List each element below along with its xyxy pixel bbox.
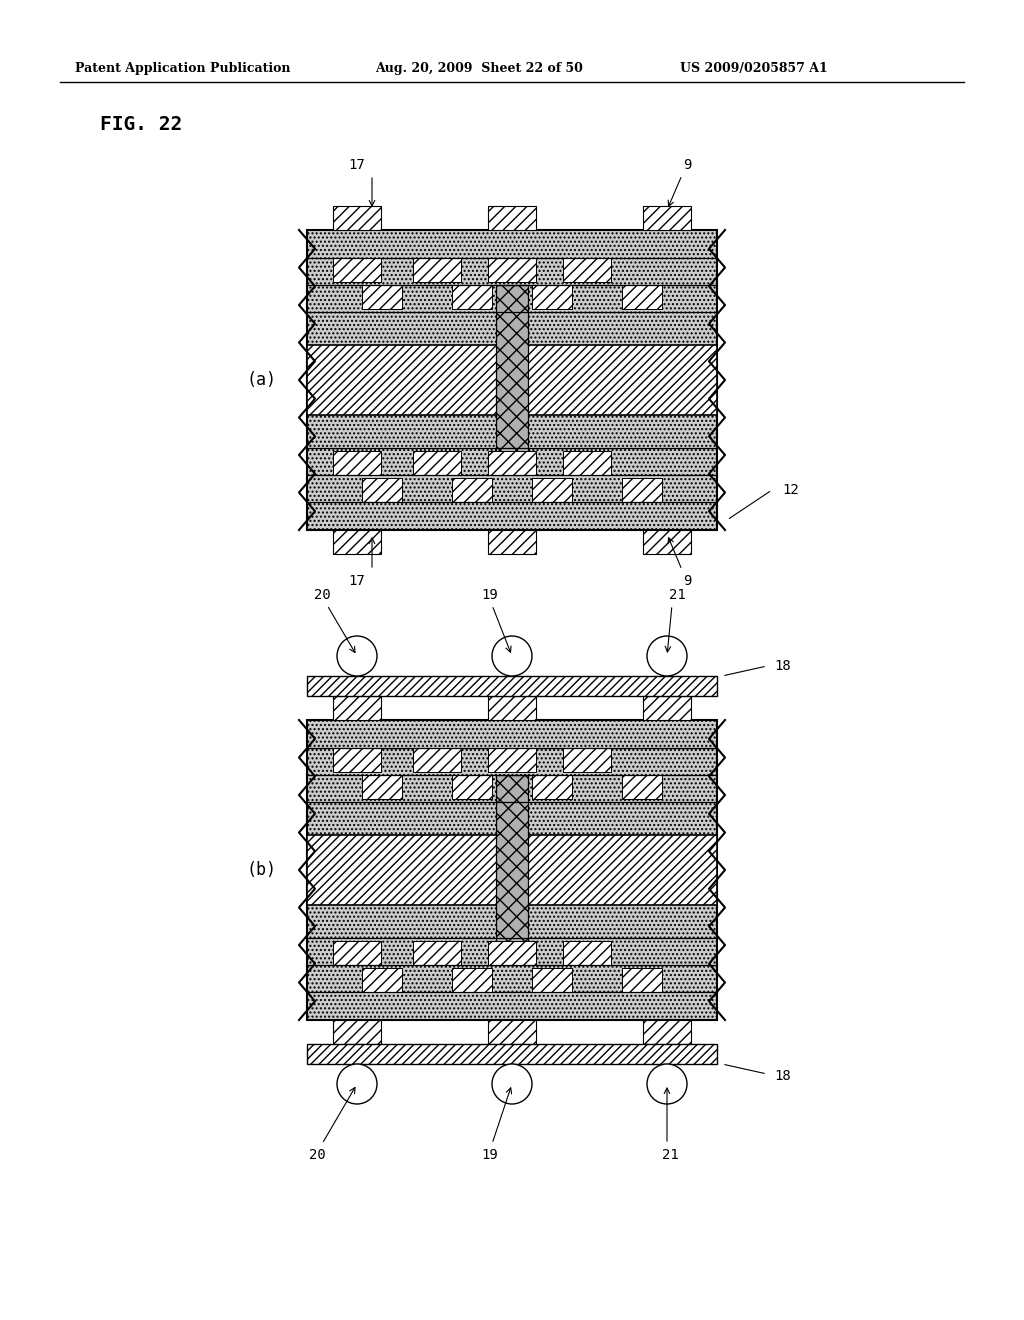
Bar — [643, 1020, 691, 1044]
Bar — [452, 478, 492, 502]
Bar — [622, 775, 662, 799]
Bar — [488, 1020, 536, 1044]
Bar — [622, 285, 662, 309]
Bar — [362, 285, 402, 309]
Circle shape — [337, 636, 377, 676]
Bar — [307, 345, 717, 414]
Bar — [643, 696, 691, 719]
Bar — [413, 941, 461, 965]
Circle shape — [492, 636, 532, 676]
Bar — [563, 941, 611, 965]
Text: (a): (a) — [247, 371, 278, 389]
Bar — [563, 451, 611, 475]
Text: 19: 19 — [481, 587, 499, 602]
Bar — [333, 748, 381, 772]
Bar — [488, 531, 536, 554]
Bar — [307, 1044, 717, 1064]
Bar — [307, 676, 717, 696]
Bar — [333, 696, 381, 719]
Text: 21: 21 — [669, 587, 685, 602]
Text: 20: 20 — [313, 587, 331, 602]
Bar — [362, 775, 402, 799]
Bar — [333, 206, 381, 230]
Bar — [333, 1020, 381, 1044]
Bar — [413, 257, 461, 282]
Bar — [362, 478, 402, 502]
Bar — [488, 696, 536, 719]
Text: 12: 12 — [782, 483, 799, 498]
Text: Patent Application Publication: Patent Application Publication — [75, 62, 291, 75]
Text: 18: 18 — [774, 1069, 791, 1082]
Text: 17: 17 — [348, 158, 366, 172]
Text: (b): (b) — [247, 861, 278, 879]
Bar — [413, 748, 461, 772]
Bar — [333, 941, 381, 965]
Text: 20: 20 — [308, 1148, 326, 1162]
Text: 19: 19 — [481, 1148, 499, 1162]
Bar — [563, 257, 611, 282]
Bar — [532, 968, 572, 993]
Bar — [307, 230, 717, 531]
Bar — [563, 748, 611, 772]
Bar — [488, 451, 536, 475]
Bar — [307, 836, 717, 906]
Bar — [532, 285, 572, 309]
Bar — [452, 968, 492, 993]
Bar — [488, 257, 536, 282]
Bar — [452, 775, 492, 799]
Bar — [362, 968, 402, 993]
Text: FIG. 22: FIG. 22 — [100, 115, 182, 135]
Text: 18: 18 — [774, 659, 791, 673]
Circle shape — [337, 1064, 377, 1104]
Text: Aug. 20, 2009  Sheet 22 of 50: Aug. 20, 2009 Sheet 22 of 50 — [375, 62, 583, 75]
Bar — [532, 775, 572, 799]
Bar — [622, 478, 662, 502]
Text: 21: 21 — [662, 1148, 678, 1162]
Bar — [488, 748, 536, 772]
Bar — [643, 531, 691, 554]
Bar — [496, 285, 528, 475]
Bar — [532, 478, 572, 502]
Circle shape — [647, 1064, 687, 1104]
Bar — [452, 285, 492, 309]
Circle shape — [647, 636, 687, 676]
Text: 9: 9 — [683, 158, 691, 172]
Bar — [413, 451, 461, 475]
Bar — [307, 719, 717, 1020]
Text: US 2009/0205857 A1: US 2009/0205857 A1 — [680, 62, 827, 75]
Text: 17: 17 — [348, 574, 366, 587]
Bar — [643, 206, 691, 230]
Text: 9: 9 — [683, 574, 691, 587]
Bar — [333, 257, 381, 282]
Bar — [488, 206, 536, 230]
Bar — [333, 451, 381, 475]
Bar — [333, 531, 381, 554]
Bar — [488, 941, 536, 965]
Bar — [622, 968, 662, 993]
Circle shape — [492, 1064, 532, 1104]
Bar — [496, 775, 528, 965]
